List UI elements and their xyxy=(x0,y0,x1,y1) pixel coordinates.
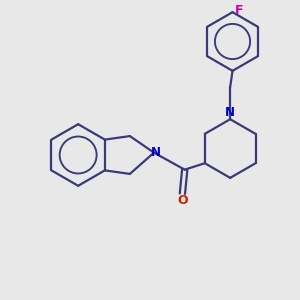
Text: O: O xyxy=(177,194,188,207)
Text: F: F xyxy=(235,4,243,17)
Text: N: N xyxy=(150,146,161,159)
Text: N: N xyxy=(225,106,235,119)
